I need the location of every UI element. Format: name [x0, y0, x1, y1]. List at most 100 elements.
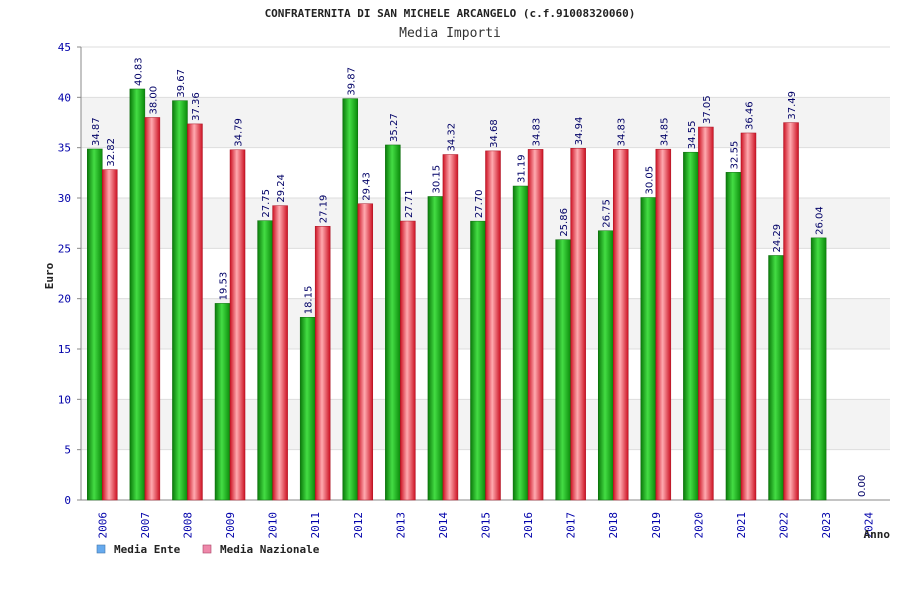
data-label: 39.87 — [346, 67, 357, 96]
bar-media-ente — [299, 317, 316, 501]
data-label: 27.70 — [474, 190, 485, 219]
bar-media-nazionale — [187, 123, 203, 501]
data-label: 34.79 — [234, 118, 245, 147]
data-label: 34.87 — [91, 117, 102, 146]
legend: Media Ente Media Nazionale — [96, 543, 320, 556]
x-tick-label: 2007 — [139, 512, 152, 539]
y-axis-label: Euro — [43, 262, 56, 289]
y-tick-label: 20 — [58, 293, 71, 306]
x-tick-label: 2017 — [565, 512, 578, 539]
chart-title: CONFRATERNITA DI SAN MICHELE ARCANGELO (… — [265, 7, 636, 20]
x-tick-label: 2008 — [181, 512, 194, 539]
bar-media-ente — [640, 197, 657, 501]
y-tick-label: 10 — [58, 393, 71, 406]
data-label: 34.32 — [446, 123, 457, 152]
bar-media-nazionale — [612, 149, 629, 501]
bar-media-ente — [427, 196, 444, 501]
bar-media-ente — [768, 255, 784, 501]
x-tick-label: 2022 — [778, 512, 791, 539]
data-label: 37.05 — [702, 95, 713, 124]
x-tick-label: 2012 — [352, 512, 365, 539]
bar-media-ente — [172, 100, 188, 501]
data-label: 34.55 — [687, 121, 698, 150]
data-label: 26.04 — [815, 206, 826, 235]
bar-media-nazionale — [144, 117, 161, 501]
data-label: 35.27 — [389, 113, 400, 142]
y-tick-label: 30 — [58, 192, 71, 205]
bar-media-nazionale — [102, 169, 118, 501]
data-label: 26.75 — [602, 199, 613, 228]
bar-media-nazionale — [740, 132, 757, 501]
x-tick-label: 2014 — [437, 512, 450, 539]
y-tick-label: 25 — [58, 242, 71, 255]
bar-media-ente — [512, 185, 529, 501]
y-tick-label: 0 — [64, 494, 71, 507]
chart-subtitle: Media Importi — [399, 26, 501, 41]
bar-media-nazionale — [783, 122, 799, 501]
data-label: 36.46 — [744, 101, 755, 130]
data-label: 27.19 — [319, 195, 330, 224]
y-tick-label: 40 — [58, 91, 71, 104]
data-label: 30.15 — [431, 165, 442, 194]
legend-swatch-media-nazionale — [202, 544, 212, 554]
bar-media-ente — [555, 239, 571, 501]
data-label: 38.00 — [148, 86, 159, 115]
bar-media-ente — [597, 230, 614, 501]
x-tick-label: 2023 — [820, 512, 833, 539]
x-tick-label: 2016 — [522, 512, 535, 539]
bar-media-nazionale — [400, 220, 416, 501]
legend-label-media-nazionale: Media Nazionale — [220, 543, 320, 556]
data-label: 40.83 — [133, 57, 144, 86]
bar-media-ente — [214, 303, 231, 501]
bar-media-nazionale — [485, 150, 501, 501]
y-tick-label: 15 — [58, 343, 71, 356]
x-tick-label: 2009 — [224, 512, 237, 539]
data-label: 25.86 — [559, 208, 570, 237]
bar-media-ente — [470, 220, 486, 501]
y-tick-label: 35 — [58, 142, 71, 155]
bar-media-nazionale — [314, 226, 331, 501]
x-tick-label: 2018 — [607, 512, 620, 539]
data-label: 37.36 — [191, 92, 202, 121]
data-label: 34.85 — [659, 118, 670, 147]
x-tick-label: 2019 — [650, 512, 663, 539]
bar-media-ente — [129, 88, 146, 501]
data-label: 31.19 — [517, 154, 528, 183]
x-tick-label: 2011 — [309, 512, 322, 539]
data-label: 32.82 — [106, 138, 117, 167]
data-label: 34.94 — [574, 117, 585, 146]
x-tick-label: 2010 — [267, 512, 280, 539]
data-label: 39.67 — [176, 69, 187, 98]
bar-media-ente — [342, 98, 359, 501]
legend-label-media-ente: Media Ente — [114, 543, 181, 556]
bar-media-nazionale — [229, 149, 246, 501]
x-axis-label: Anno — [864, 528, 891, 541]
x-tick-label: 2024 — [863, 512, 876, 539]
bar-media-ente — [683, 151, 699, 501]
bar-media-ente — [810, 237, 827, 501]
data-label: 27.71 — [404, 189, 415, 218]
bar-media-nazionale — [527, 149, 544, 501]
legend-swatch-media-ente — [96, 544, 106, 554]
data-label: 37.49 — [787, 91, 798, 120]
bar-media-nazionale — [357, 203, 374, 501]
bar-media-ente — [257, 220, 273, 501]
bar-media-nazionale — [442, 154, 459, 501]
data-label: 34.83 — [617, 118, 628, 147]
x-tick-label: 2020 — [692, 512, 705, 539]
bar-media-ente — [385, 144, 401, 501]
data-label: 19.53 — [219, 272, 230, 301]
data-label: 32.55 — [729, 141, 740, 170]
data-label: 29.43 — [361, 172, 372, 201]
bar-media-nazionale — [272, 205, 288, 501]
bar-media-nazionale — [698, 126, 714, 501]
data-label: 0.00 — [857, 475, 868, 497]
data-label: 34.83 — [532, 118, 543, 147]
data-label: 29.24 — [276, 174, 287, 203]
data-label: 24.29 — [772, 224, 783, 253]
data-label: 18.15 — [304, 286, 315, 315]
x-tick-label: 2013 — [394, 512, 407, 539]
x-tick-label: 2006 — [96, 512, 109, 539]
